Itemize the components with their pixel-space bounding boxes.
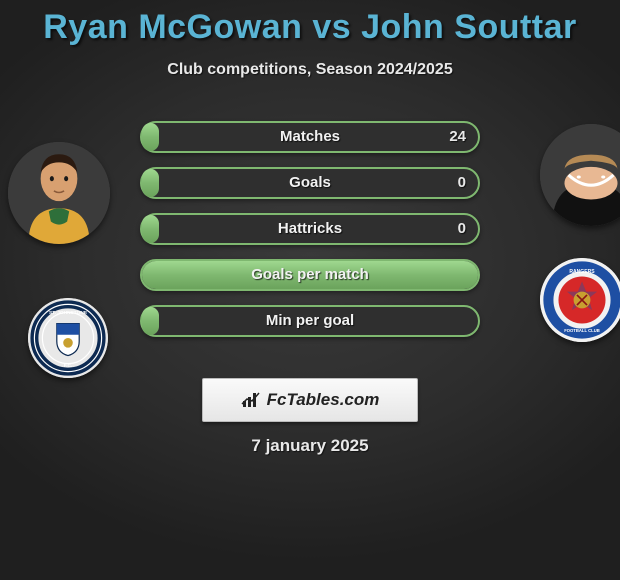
stat-pill: Goals0 bbox=[140, 167, 480, 199]
page-title: Ryan McGowan vs John Souttar bbox=[0, 0, 620, 47]
svg-text:F.C.: F.C. bbox=[64, 363, 73, 369]
stat-pill: Goals per match bbox=[140, 259, 480, 291]
stats-area: Matches24 Goals0 Hattricks0 Goals per match… bbox=[0, 121, 620, 351]
logo-text: FcTables.com bbox=[267, 390, 380, 410]
stat-pill: Min per goal bbox=[140, 305, 480, 337]
subtitle: Club competitions, Season 2024/2025 bbox=[0, 61, 620, 79]
date-label: 7 january 2025 bbox=[0, 436, 620, 456]
stat-pill-value-right: 0 bbox=[426, 169, 466, 197]
stat-pills: Matches24 Goals0 Hattricks0 Goals per match… bbox=[140, 121, 480, 351]
stat-pill-value-right: 24 bbox=[426, 123, 466, 151]
stat-pill: Hattricks0 bbox=[140, 213, 480, 245]
stat-pill-value-right: 0 bbox=[426, 215, 466, 243]
stat-pill: Matches24 bbox=[140, 121, 480, 153]
bar-chart-icon bbox=[241, 391, 263, 409]
stat-pill-label: Goals per match bbox=[142, 261, 478, 289]
source-logo: FcTables.com bbox=[202, 378, 418, 422]
stat-pill-label: Min per goal bbox=[142, 307, 478, 335]
